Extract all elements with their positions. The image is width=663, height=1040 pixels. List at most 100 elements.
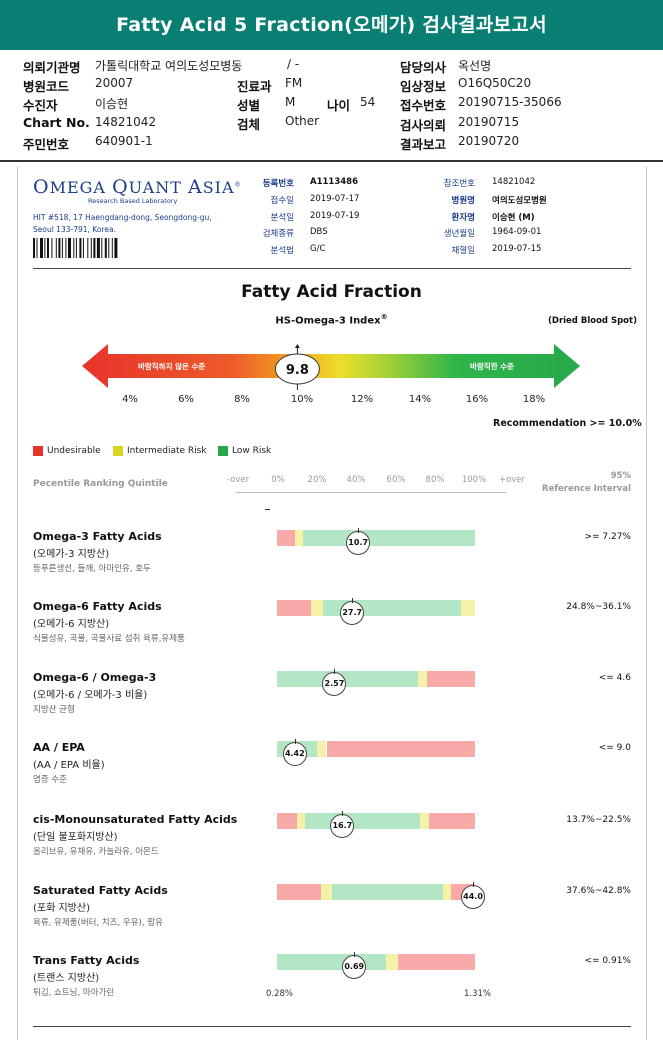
bar-segment-intermediate: [461, 600, 475, 616]
value-marker: 0.69: [342, 952, 367, 979]
request-date-value: 20190715: [458, 115, 520, 129]
method-label: 분석법: [270, 246, 294, 256]
bar-segment-low-risk: [304, 813, 420, 829]
row-title: AA / EPA: [33, 741, 85, 754]
quintile-bar: 27.7: [277, 598, 475, 625]
bar-segment-low-risk: [332, 884, 444, 900]
value-marker: 10.7: [346, 528, 371, 555]
chart-value: 14821042: [95, 115, 157, 129]
gauge-value-text: 9.8: [286, 363, 309, 378]
institution-label: 의뢰기관명: [23, 60, 81, 75]
desirable-zone-label: 바람직한 수준: [470, 362, 515, 371]
resident-id-value: 640901-1: [95, 134, 153, 148]
row-subtitle: (단일 불포화지방산): [33, 832, 118, 843]
index-scale-tick: 16%: [465, 394, 489, 405]
row-reference-interval: 24.8%~36.1%: [566, 602, 631, 612]
lab-address: HIT #518, 17 Haengdang-dong, Seongdong-g…: [33, 213, 212, 234]
quintile-tick: 80%: [425, 475, 445, 485]
lab-sublabel: Research Based Laboratory: [88, 197, 178, 205]
collected-label: 채혈일: [451, 246, 475, 256]
bar-segment-intermediate: [385, 954, 398, 970]
bar-segment-low-risk: [277, 671, 418, 687]
analyzed-value: 2019-07-19: [310, 211, 360, 221]
bar-segment-intermediate: [443, 884, 452, 900]
row-food-sources: 지방산 균형: [33, 705, 75, 715]
clinical-info-label: 임상정보: [400, 79, 447, 94]
index-scale-tick: 12%: [350, 394, 374, 405]
collected-value: 2019-07-15: [492, 244, 542, 254]
index-scale-tick: 6%: [178, 394, 194, 405]
row-food-sources: 염증 수준: [33, 775, 67, 785]
received-label: 접수일: [270, 196, 294, 206]
bar-segment-intermediate: [417, 671, 428, 687]
index-name: HS-Omega-3 Index®: [275, 313, 388, 327]
value-marker-text: 16.7: [332, 821, 353, 830]
quintile-tick: 40%: [346, 475, 366, 485]
specimen-type-label: 검체종류: [262, 229, 294, 239]
institution-value: 가톨릭대학교 여의도성모병동: [95, 59, 243, 73]
index-scale-tick: 14%: [408, 394, 432, 405]
row-title: Saturated Fatty Acids: [33, 884, 168, 897]
report-date-label: 결과보고: [400, 137, 447, 152]
quintile-bar: 2.57: [277, 669, 475, 696]
dob-value: 1964-09-01: [492, 227, 542, 237]
quintile-axis: [236, 492, 506, 493]
reg-no-value: A1113486: [310, 177, 358, 187]
age-value: 54: [360, 95, 376, 109]
chart-label: Chart No.: [23, 115, 90, 130]
row-reference-interval: <= 9.0: [598, 743, 631, 753]
barcode: [33, 238, 118, 258]
patient-name-label: 환자명: [451, 213, 475, 223]
hospital-name-label: 병원명: [451, 196, 475, 206]
legend-swatch-low-risk: [218, 446, 228, 456]
value-marker-text: 44.0: [463, 892, 483, 901]
quintile-bar: 10.7: [277, 528, 475, 555]
index-scale-tick: 8%: [234, 394, 250, 405]
report-date-value: 20190720: [458, 134, 520, 148]
doctor-value: 옥선명: [458, 59, 492, 73]
index-scale-tick: 18%: [522, 394, 546, 405]
row-reference-interval: >= 7.27%: [584, 532, 631, 542]
doctor-label: 담당의사: [400, 60, 447, 75]
quintile-tick: 0%: [271, 475, 285, 485]
sex-value: M: [285, 95, 296, 109]
quintile-tick: -over: [226, 475, 250, 485]
gauge-value-marker: 9.8: [274, 344, 320, 390]
legend-label-low-risk: Low Risk: [232, 446, 272, 456]
index-scale-tick: 10%: [290, 394, 314, 405]
scale-min-label: 0.28%: [266, 989, 294, 999]
bar-segment-intermediate: [296, 813, 305, 829]
omega3-index-gauge: 9.8: [82, 344, 580, 390]
row-reference-interval: 13.7%~22.5%: [566, 815, 631, 825]
row-title: Omega-6 / Omega-3: [33, 671, 157, 684]
bar-segment-intermediate: [294, 530, 303, 546]
row-reference-interval: <= 0.91%: [584, 956, 631, 966]
row-title: Trans Fatty Acids: [33, 954, 140, 967]
index-scale-tick: 4%: [122, 394, 138, 405]
specimen-type-value: DBS: [310, 227, 328, 237]
specimen-label: 검체: [237, 117, 261, 132]
legend-label-undesirable: Undesirable: [47, 446, 101, 456]
row-subtitle: (오메가-3 지방산): [33, 549, 110, 560]
quintile-bar: 44.0: [277, 882, 486, 909]
bar-segment-undesirable: [326, 741, 475, 757]
method-value: G/C: [310, 244, 326, 254]
legend-label-intermediate: Intermediate Risk: [127, 446, 207, 456]
receipt-value: 20190715-35066: [458, 95, 562, 109]
value-marker: 2.57: [322, 669, 347, 696]
report-title: Fatty Acid 5 Fraction(오메가) 검사결과보고서: [0, 0, 663, 50]
legend-swatch-intermediate: [113, 446, 123, 456]
axis-dash: [265, 509, 270, 510]
reg-no-label: 등록번호: [262, 179, 294, 189]
sample-type: (Dried Blood Spot): [548, 316, 637, 326]
row-subtitle: (오메가-6 지방산): [33, 619, 110, 630]
quintile-bar: 0.69: [277, 952, 475, 979]
bar-segment-low-risk: [277, 954, 386, 970]
value-marker-text: 27.7: [342, 608, 363, 617]
bar-segment-undesirable: [277, 600, 311, 616]
patient-value: 이승현: [95, 97, 129, 111]
analyzed-label: 분석일: [270, 213, 294, 223]
bar-segment-undesirable: [277, 813, 297, 829]
received-value: 2019-07-17: [310, 194, 360, 204]
quintile-tick: 20%: [307, 475, 327, 485]
